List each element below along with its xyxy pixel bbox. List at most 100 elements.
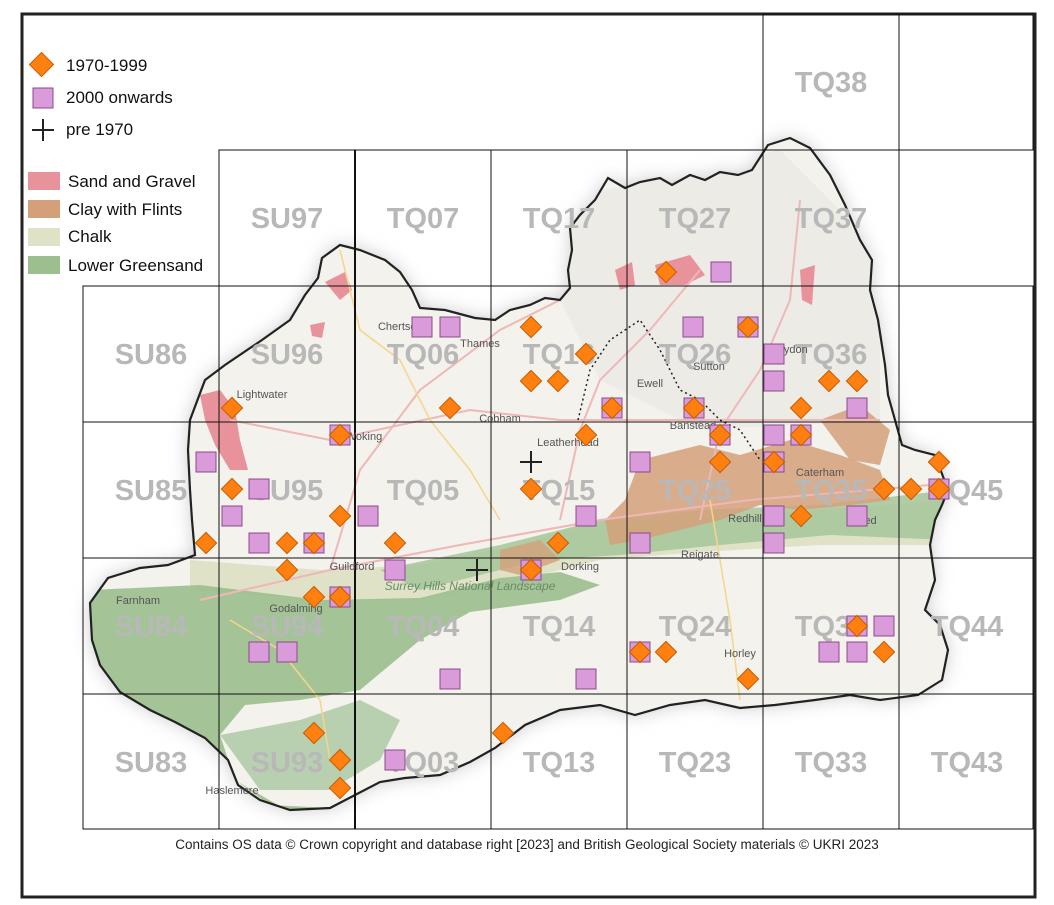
record-2000-onwards-marker — [763, 532, 785, 554]
legend-item-chalk: Chalk — [28, 227, 112, 246]
legend-label: Chalk — [68, 227, 112, 246]
record-1970-1999-marker — [546, 369, 570, 393]
copyright-credit: Contains OS data © Crown copyright and d… — [175, 837, 879, 852]
record-2000-onwards-marker — [873, 615, 895, 637]
record-1970-1999-marker — [438, 396, 462, 420]
chalk-swatch-icon — [28, 228, 60, 246]
record-1970-1999-marker — [682, 396, 706, 420]
grid-square-label: SU83 — [115, 747, 188, 779]
record-1970-1999-marker — [328, 776, 352, 800]
legend-item-2000-onwards: 2000 onwards — [32, 87, 173, 109]
record-1970-1999-marker — [328, 585, 352, 609]
record-1970-1999-marker — [220, 477, 244, 501]
record-2000-onwards-marker — [575, 668, 597, 690]
grid-square-label: SU96 — [251, 339, 324, 371]
grid-cell — [898, 693, 1034, 830]
legend-item-clay-flints: Clay with Flints — [28, 200, 182, 219]
grid-square-label: SU94 — [251, 611, 324, 643]
record-2000-onwards-marker — [846, 505, 868, 527]
national-landscape-label: Surrey Hills National Landscape — [385, 579, 556, 593]
town-label: Dorking — [561, 561, 599, 573]
grid-square-label: TQ14 — [523, 611, 596, 643]
record-1970-1999-marker — [328, 504, 352, 528]
record-2000-onwards-marker — [221, 505, 243, 527]
record-1970-1999-marker — [872, 640, 896, 664]
record-1970-1999-marker — [628, 640, 652, 664]
record-2000-onwards-marker — [710, 261, 732, 283]
record-2000-onwards-marker — [384, 749, 406, 771]
record-2000-onwards-marker — [763, 370, 785, 392]
clay-flints-swatch-icon — [28, 200, 60, 218]
record-1970-1999-marker — [845, 614, 869, 638]
record-2000-onwards-marker — [629, 532, 651, 554]
record-2000-onwards-marker — [439, 668, 461, 690]
town-label: Redhill — [728, 513, 762, 525]
record-1970-1999-marker — [845, 369, 869, 393]
record-1970-1999-marker — [736, 315, 760, 339]
legend-label: 1970-1999 — [66, 56, 147, 75]
record-1970-1999-marker — [872, 477, 896, 501]
record-1970-1999-marker — [654, 260, 678, 284]
record-2000-onwards-marker — [575, 505, 597, 527]
record-2000-onwards-marker — [248, 641, 270, 663]
legend-label: Lower Greensand — [68, 256, 203, 275]
legend: 1970-1999 2000 onwards pre 1970 Sand and… — [28, 51, 203, 275]
town-label: Sutton — [693, 361, 725, 373]
record-1970-1999-marker — [275, 558, 299, 582]
grid-square-label: TQ35 — [795, 475, 868, 507]
town-label: Banstead — [670, 420, 716, 432]
grid-square-label: SU93 — [251, 747, 324, 779]
town-label: Farnham — [116, 595, 160, 607]
grid-square-label: TQ36 — [795, 339, 868, 371]
town-label: Haslemere — [205, 785, 258, 797]
record-1970-1999-marker — [275, 531, 299, 555]
grid-square-label: SU97 — [251, 203, 324, 235]
town-label: Woking — [346, 431, 382, 443]
grid-square-label: TQ38 — [795, 67, 868, 99]
record-1970-1999-marker — [927, 477, 951, 501]
grid-square-label: SU85 — [115, 475, 188, 507]
record-1970-1999-marker — [519, 315, 543, 339]
grid-square-label: TQ26 — [659, 339, 732, 371]
record-1970-1999-marker — [383, 531, 407, 555]
legend-item-lower-greensand: Lower Greensand — [28, 256, 203, 275]
place-labels: LightwaterWokingCobhamLeatherheadEwellSu… — [116, 321, 877, 797]
legend-label: pre 1970 — [66, 120, 133, 139]
town-label: Godalming — [269, 603, 322, 615]
grid-square-label: TQ23 — [659, 747, 732, 779]
record-2000-onwards-marker — [846, 397, 868, 419]
square-symbol-icon — [32, 87, 54, 109]
grid-square-label: TQ17 — [523, 203, 596, 235]
record-1970-1999-marker — [491, 721, 515, 745]
record-2000-onwards-marker — [195, 451, 217, 473]
grid-square-label: TQ37 — [795, 203, 868, 235]
grid-square-label: TQ24 — [659, 611, 732, 643]
legend-label: Sand and Gravel — [68, 172, 196, 191]
record-markers — [194, 260, 951, 800]
record-1970-1999-marker — [789, 396, 813, 420]
legend-item-pre-1970: pre 1970 — [32, 119, 133, 141]
record-1970-1999-marker — [220, 396, 244, 420]
record-1970-1999-marker — [736, 667, 760, 691]
record-2000-onwards-marker — [682, 316, 704, 338]
diamond-symbol-icon — [28, 51, 55, 78]
record-1970-1999-marker — [654, 640, 678, 664]
legend-item-sand-gravel: Sand and Gravel — [28, 172, 196, 191]
town-label: Cobham — [479, 413, 521, 425]
grid-square-label: TQ27 — [659, 203, 732, 235]
grid-square-label: SU86 — [115, 339, 188, 371]
record-1970-1999-marker — [519, 369, 543, 393]
legend-item-1970-1999: 1970-1999 — [28, 51, 147, 78]
record-1970-1999-marker — [328, 748, 352, 772]
record-1970-1999-marker — [302, 585, 326, 609]
record-1970-1999-marker — [328, 423, 352, 447]
os-grid — [82, 13, 1034, 830]
town-label: Thames — [460, 338, 500, 350]
grid-square-label: TQ43 — [931, 747, 1004, 779]
record-1970-1999-marker — [708, 450, 732, 474]
legend-label: 2000 onwards — [66, 88, 173, 107]
record-1970-1999-marker — [789, 504, 813, 528]
record-1970-1999-marker — [519, 558, 543, 582]
record-1970-1999-marker — [546, 531, 570, 555]
